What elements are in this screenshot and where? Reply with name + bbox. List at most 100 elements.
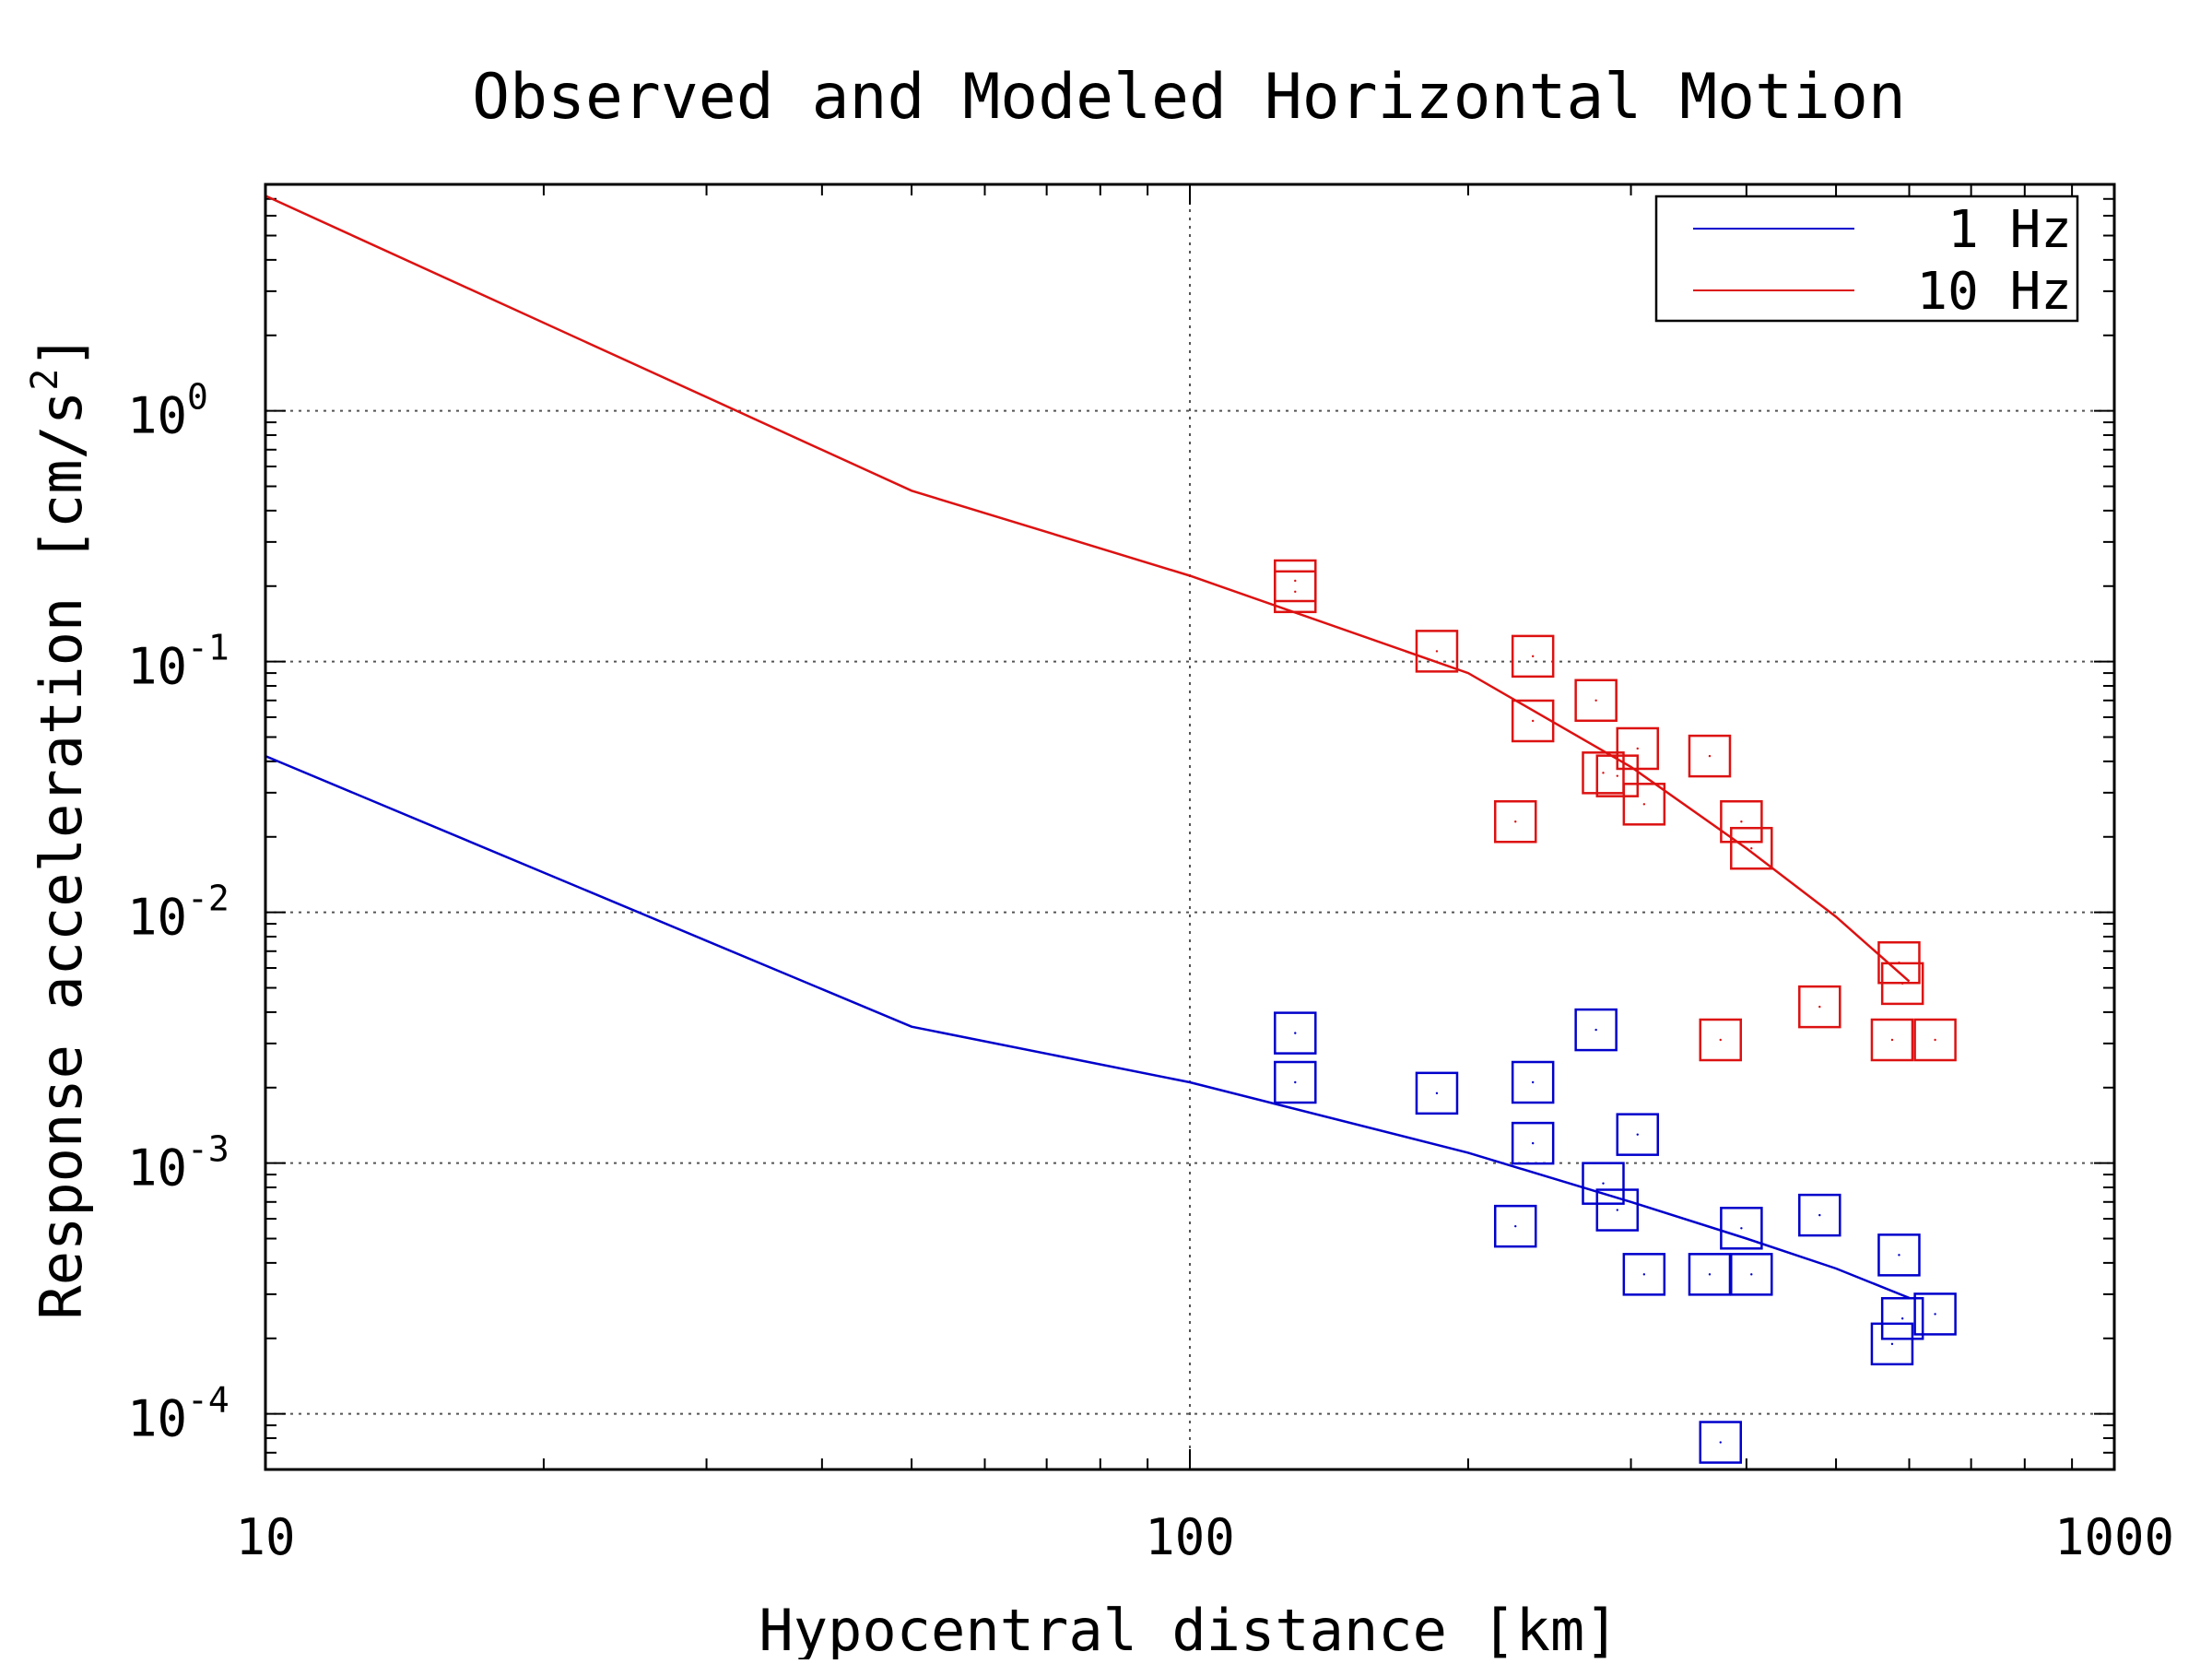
observed-point-center-10hz xyxy=(1719,1038,1722,1042)
y-tick-label-base: 10 xyxy=(127,1390,187,1448)
observed-point-10hz xyxy=(1415,630,1459,673)
observed-point-1hz xyxy=(1415,1071,1459,1115)
observed-point-center-1hz xyxy=(1514,1224,1517,1228)
observed-point-1hz xyxy=(1877,1233,1921,1277)
observed-point-1hz xyxy=(1699,1421,1743,1464)
y-tick-label: 10-3 xyxy=(127,1129,229,1198)
observed-point-1hz xyxy=(1493,1204,1537,1248)
observed-point-10hz xyxy=(1880,962,1924,1006)
x-tick-label: 10 xyxy=(235,1508,295,1566)
observed-point-10hz xyxy=(1511,634,1555,679)
y-tick-label: 10-1 xyxy=(127,628,229,696)
observed-point-center-10hz xyxy=(1531,655,1535,658)
y-tick-label-base: 10 xyxy=(127,889,187,947)
y-tick-label: 10-4 xyxy=(127,1380,229,1448)
observed-point-10hz xyxy=(1720,800,1763,844)
observed-point-10hz xyxy=(1913,1018,1957,1062)
observed-point-center-10hz xyxy=(1818,1005,1821,1009)
observed-point-1hz xyxy=(1688,1253,1732,1296)
observed-point-center-10hz xyxy=(1602,772,1605,774)
legend-label-1hz: 1 Hz xyxy=(1947,200,2072,260)
observed-point-10hz xyxy=(1574,679,1618,723)
y-tick-label-base: 10 xyxy=(127,638,187,696)
y-tick-label: 100 xyxy=(127,377,208,445)
y-tick-label-exponent: 0 xyxy=(187,377,208,418)
plot-frame xyxy=(264,183,2116,1471)
y-tick-label-exponent: -3 xyxy=(187,1129,229,1170)
observed-point-1hz xyxy=(1511,1060,1555,1104)
observed-point-center-1hz xyxy=(1890,1342,1894,1346)
observed-point-center-1hz xyxy=(1750,1273,1753,1276)
observed-point-center-10hz xyxy=(1750,847,1753,850)
observed-point-center-10hz xyxy=(1435,650,1439,653)
observed-point-center-1hz xyxy=(1294,1032,1297,1034)
y-tick-label-exponent: -2 xyxy=(187,879,229,919)
observed-point-center-10hz xyxy=(1531,719,1535,723)
observed-point-center-10hz xyxy=(1890,1038,1894,1042)
observed-point-1hz xyxy=(1274,1060,1317,1104)
observed-point-center-1hz xyxy=(1708,1273,1712,1276)
observed-point-center-1hz xyxy=(1900,1317,1904,1320)
observed-point-center-10hz xyxy=(1616,774,1618,777)
y-tick-label-exponent: -1 xyxy=(187,628,229,668)
observed-point-center-1hz xyxy=(1616,1209,1618,1211)
observed-point-10hz xyxy=(1699,1018,1743,1062)
observed-point-center-1hz xyxy=(1818,1213,1821,1217)
observed-point-center-10hz xyxy=(1900,982,1904,985)
observed-point-1hz xyxy=(1595,1188,1640,1232)
observed-point-center-1hz xyxy=(1594,1028,1597,1032)
observed-point-10hz xyxy=(1730,826,1773,870)
observed-point-10hz xyxy=(1582,751,1625,795)
observed-point-1hz xyxy=(1574,1008,1618,1052)
observed-point-center-1hz xyxy=(1740,1227,1743,1230)
series-layer xyxy=(265,195,1957,1464)
observed-point-center-10hz xyxy=(1740,820,1743,823)
observed-point-10hz xyxy=(1493,800,1537,844)
y-axis-label: Response acceleration [cm/s2] xyxy=(24,334,95,1319)
chart-title: Observed and Modeled Horizontal Motion xyxy=(472,61,1906,134)
observed-point-10hz xyxy=(1511,699,1555,743)
grid-lines xyxy=(265,184,2114,1469)
y-axis-label-close: ] xyxy=(28,334,95,368)
observed-point-center-10hz xyxy=(1294,579,1297,583)
observed-point-10hz xyxy=(1798,985,1841,1029)
observed-point-10hz xyxy=(1622,783,1666,826)
x-tick-label: 100 xyxy=(1145,1508,1235,1566)
observed-point-center-1hz xyxy=(1719,1441,1722,1444)
observed-point-center-1hz xyxy=(1898,1254,1900,1257)
observed-point-1hz xyxy=(1622,1253,1666,1296)
observed-point-center-1hz xyxy=(1435,1092,1439,1095)
legend-box xyxy=(1654,195,2079,323)
observed-point-1hz xyxy=(1870,1322,1914,1366)
observed-point-center-10hz xyxy=(1294,590,1297,594)
observed-point-center-10hz xyxy=(1636,747,1639,750)
observed-point-10hz xyxy=(1274,570,1317,614)
x-tick-labels: 10 100 1000 xyxy=(235,1508,2174,1566)
observed-point-1hz xyxy=(1880,1296,1924,1340)
observed-point-center-1hz xyxy=(1934,1313,1936,1316)
model-line-10hz xyxy=(265,195,1911,983)
observed-point-center-1hz xyxy=(1636,1133,1639,1136)
x-axis-label: Hypocentral distance [km] xyxy=(759,1597,1618,1659)
observed-point-1hz xyxy=(1616,1113,1660,1156)
x-tick-label: 1000 xyxy=(2054,1508,2174,1566)
observed-point-center-1hz xyxy=(1642,1273,1646,1276)
model-line-1hz xyxy=(265,754,1910,1300)
observed-point-1hz xyxy=(1913,1292,1957,1336)
legend: 1 Hz 10 Hz xyxy=(1654,195,2079,323)
y-tick-label-base: 10 xyxy=(127,387,187,445)
observed-point-center-10hz xyxy=(1594,699,1597,702)
observed-point-center-1hz xyxy=(1531,1080,1535,1084)
observed-point-center-1hz xyxy=(1531,1141,1535,1145)
observed-point-center-10hz xyxy=(1642,803,1646,806)
observed-point-center-10hz xyxy=(1934,1038,1936,1042)
y-axis-label-sup: 2 xyxy=(24,369,66,391)
observed-point-center-1hz xyxy=(1294,1080,1297,1084)
observed-point-1hz xyxy=(1720,1207,1763,1250)
observed-point-10hz xyxy=(1616,726,1660,771)
y-tick-label-base: 10 xyxy=(127,1139,187,1198)
observed-point-1hz xyxy=(1730,1253,1773,1296)
